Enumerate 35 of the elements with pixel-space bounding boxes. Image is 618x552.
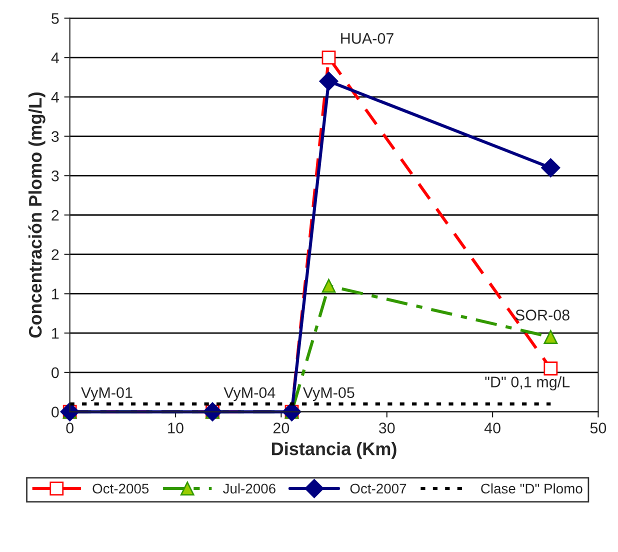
y-tick-label: 2 [52, 249, 59, 260]
y-tick-label: 0 [52, 367, 59, 378]
y-tick-label: 5 [52, 13, 59, 24]
y-tick-label: 4 [51, 52, 59, 64]
y-tick-label: 3 [52, 131, 59, 142]
annotation: VyM-05 [302, 387, 354, 402]
annotation: "D" 0,1 mg/L [485, 376, 570, 390]
y-tick-label: 1 [52, 288, 59, 300]
x-tick-label: 50 [590, 422, 606, 434]
y-tick-label: 2 [52, 210, 59, 221]
y-tick-label: 1 [52, 328, 59, 339]
x-tick-label: 40 [484, 422, 500, 434]
point [544, 362, 558, 376]
legend-label: Jul-2006 [223, 483, 276, 494]
annotation: VyM-01 [81, 387, 132, 402]
annotation: HUA-07 [341, 33, 394, 44]
x-axis-title: Distancia (Km) [272, 442, 396, 459]
y-axis-title: Concentración Plomo (mg/L) [28, 92, 46, 338]
point [544, 330, 558, 344]
x-tick-label: 30 [378, 422, 395, 434]
legend-label: Oct-2007 [350, 484, 406, 494]
point [322, 50, 336, 65]
point [322, 278, 336, 293]
annotation: VyM-04 [224, 387, 276, 402]
y-tick-label: 0 [52, 406, 59, 418]
y-tick-label: 4 [51, 92, 59, 102]
y-tick-label: 3 [52, 170, 59, 182]
point [541, 158, 560, 178]
x-tick-label: 20 [273, 422, 290, 434]
annotation: SOR-08 [516, 310, 570, 320]
x-tick-label: 0 [66, 422, 74, 434]
point [319, 72, 338, 91]
legend-label: Oct-2005 [92, 484, 149, 494]
legend-label: Clase "D" Plomo [481, 483, 582, 494]
x-tick-label: 10 [168, 422, 184, 434]
